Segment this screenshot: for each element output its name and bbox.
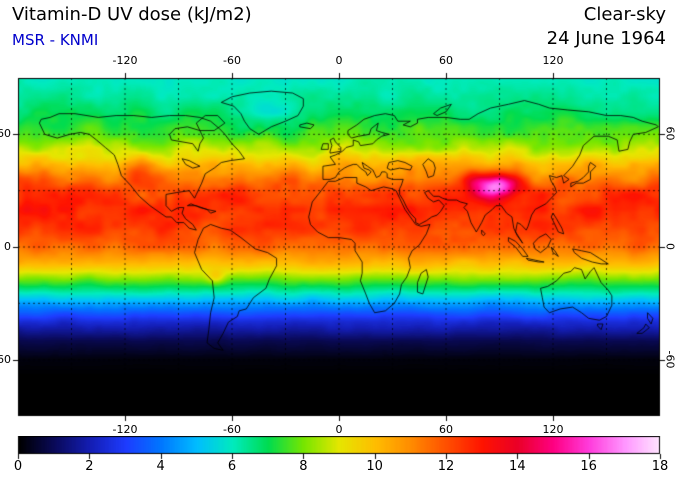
lon-tick-label-bottom: 60 <box>439 423 453 436</box>
world-map-heatmap <box>10 70 668 424</box>
chart-title: Vitamin-D UV dose (kJ/m2) <box>12 4 252 25</box>
lon-tick-label-bottom: 120 <box>542 423 564 436</box>
lon-tick-label-bottom: -120 <box>112 423 138 436</box>
chart-date-label: 24 June 1964 <box>546 28 666 49</box>
colorbar-tick-label: 14 <box>509 459 526 474</box>
lon-tick-label-top: -120 <box>112 54 138 67</box>
lat-tick-label-right: 0 <box>663 243 677 250</box>
lon-tick-label-bottom: -60 <box>223 423 241 436</box>
lat-tick-label-left: 0 <box>4 240 11 253</box>
colorbar-tick-label: 10 <box>366 459 383 474</box>
colorbar <box>10 436 668 462</box>
sky-condition-label: Clear-sky <box>583 4 666 25</box>
colorbar-tick-label: 2 <box>85 459 94 474</box>
colorbar-tick-label: 4 <box>156 459 165 474</box>
lon-tick-label-top: 60 <box>439 54 453 67</box>
colorbar-tick-label: 18 <box>651 459 669 474</box>
colorbar-tick-label: 0 <box>13 459 23 474</box>
chart-source-label: MSR - KNMI <box>12 31 99 49</box>
lat-tick-label-right: -60 <box>663 350 677 369</box>
colorbar-tick-label: 16 <box>580 459 597 474</box>
lon-tick-label-top: -60 <box>223 54 241 67</box>
lat-tick-label-left: -60 <box>0 352 11 366</box>
lon-tick-label-bottom: 0 <box>335 423 343 436</box>
lat-tick-label-left: 60 <box>0 127 11 141</box>
colorbar-tick-label: 12 <box>437 459 455 474</box>
colorbar-tick-label: 8 <box>299 459 308 474</box>
lon-tick-label-top: 0 <box>335 54 343 67</box>
colorbar-tick-label: 6 <box>227 459 237 474</box>
lat-tick-label-right: 60 <box>663 126 677 141</box>
lon-tick-label-top: 120 <box>542 54 564 67</box>
